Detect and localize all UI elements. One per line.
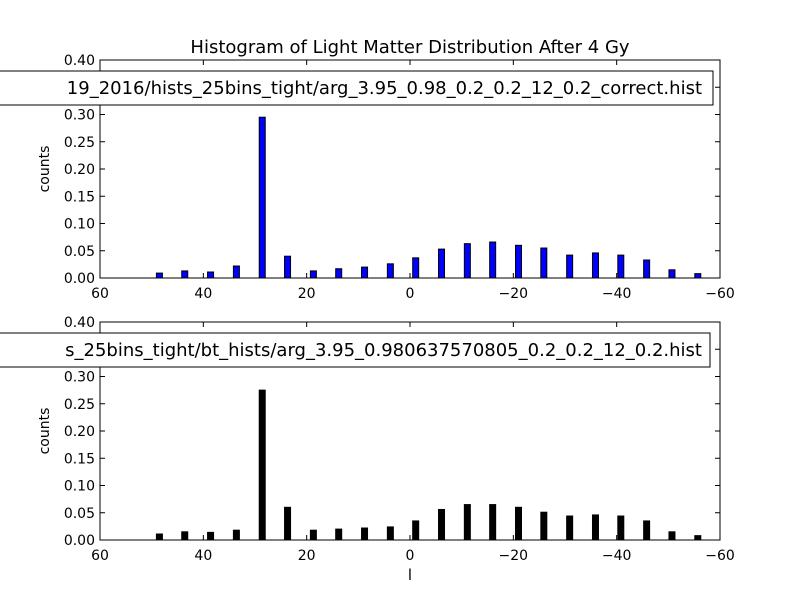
histogram-bar [284, 506, 292, 541]
histogram-bar [438, 248, 446, 279]
y-tick-label: 0.25 [64, 135, 95, 151]
histogram-bar [694, 535, 702, 541]
top-histogram-panel: 60 40 20 0 −20 −40 −60 0.00 0.05 0.10 0.15 0.20 0.25… [0, 53, 735, 302]
x-tick-label: −40 [602, 286, 632, 302]
histogram-bar [463, 243, 471, 279]
x-tick-label: −20 [499, 286, 529, 302]
histogram-bar [489, 504, 497, 541]
y-tick-label: 0.05 [64, 506, 95, 522]
histogram-bar [258, 389, 266, 541]
y-tick-label: 0.00 [64, 533, 95, 549]
y-tick-label: 0.05 [64, 244, 95, 260]
y-tick-label: 0.25 [64, 397, 95, 413]
histogram-bar [694, 273, 702, 279]
histogram-bar [566, 515, 574, 541]
histogram-bar [412, 520, 420, 541]
histogram-bar [591, 514, 599, 541]
x-tick-label: 60 [91, 286, 109, 302]
x-tick-label: 60 [91, 548, 109, 564]
y-tick-label: 0.15 [64, 451, 95, 467]
histogram-bar [463, 504, 471, 541]
histogram-bar [438, 508, 446, 541]
y-tick-label: 0.30 [64, 108, 95, 124]
legend: s_25bins_tight/bt_hists/arg_3.95_0.98063… [0, 332, 711, 368]
histogram-bar [181, 270, 189, 279]
histogram-bar [207, 531, 215, 541]
histogram-bar [591, 252, 599, 279]
histogram-bar [155, 272, 163, 279]
y-tick-label: 0.00 [64, 271, 95, 287]
histogram-bar [515, 506, 522, 541]
x-tick-label: −20 [499, 548, 529, 564]
histogram-bar [309, 529, 317, 541]
y-tick-label: 0.20 [64, 424, 95, 440]
x-axis-label: l [408, 566, 412, 584]
y-tick-label: 0.40 [64, 53, 95, 69]
legend-box [0, 332, 711, 368]
y-axis-label: counts [37, 408, 53, 455]
histogram-bar [489, 241, 497, 279]
histogram-bar [566, 254, 574, 279]
x-tick-label: −60 [705, 548, 735, 564]
histogram-bar [617, 515, 625, 541]
legend: 19_2016/hists_25bins_tight/arg_3.95_0.98… [0, 70, 714, 106]
chart-title: Histogram of Light Matter Distribution A… [190, 37, 629, 58]
x-tick-label: 20 [298, 548, 316, 564]
legend-box [0, 70, 714, 106]
histogram-bar [412, 257, 420, 279]
y-axis-label: counts [37, 146, 53, 193]
histogram-bar [386, 526, 394, 541]
legend-label: 19_2016/hists_25bins_tight/arg_3.95_0.98… [67, 78, 702, 99]
histogram-bar [386, 263, 394, 279]
histogram-bar [668, 269, 676, 279]
x-tick-label: −60 [705, 286, 735, 302]
legend-label: s_25bins_tight/bt_hists/arg_3.95_0.98063… [65, 340, 702, 361]
x-tick-label: 40 [194, 548, 212, 564]
x-tick-label: 0 [406, 286, 415, 302]
histogram-bar [515, 244, 522, 279]
histogram-bar [232, 529, 240, 541]
histogram-bar [335, 268, 343, 279]
histogram-bar [643, 520, 651, 541]
histogram-bar [181, 531, 189, 541]
histogram-bar [335, 528, 343, 541]
histogram-bar [668, 531, 676, 541]
histogram-bar [258, 116, 266, 279]
x-tick-label: 0 [406, 548, 415, 564]
histogram-bar [232, 265, 240, 279]
y-tick-label: 0.10 [64, 479, 95, 495]
y-tick-label: 0.40 [64, 315, 95, 331]
histogram-bar [155, 533, 163, 541]
histogram-bar [309, 270, 317, 279]
histogram-bar [540, 247, 548, 279]
histogram-bar [617, 254, 625, 279]
x-tick-label: 20 [298, 286, 316, 302]
histogram-bar [361, 527, 369, 541]
histogram-bar [284, 255, 292, 279]
histogram-bar [643, 259, 651, 279]
histogram-bar [361, 266, 369, 279]
x-tick-label: 40 [194, 286, 212, 302]
x-tick-label: −40 [602, 548, 632, 564]
histogram-bar [207, 271, 215, 279]
y-tick-label: 0.10 [64, 217, 95, 233]
histogram-bar [540, 511, 548, 541]
y-tick-label: 0.30 [64, 370, 95, 386]
y-tick-label: 0.20 [64, 162, 95, 178]
bottom-histogram-panel: 60 40 20 0 −20 −40 −60 0.00 0.05 0.10 0.15 0.20 0.25… [0, 315, 735, 584]
y-tick-label: 0.15 [64, 189, 95, 205]
